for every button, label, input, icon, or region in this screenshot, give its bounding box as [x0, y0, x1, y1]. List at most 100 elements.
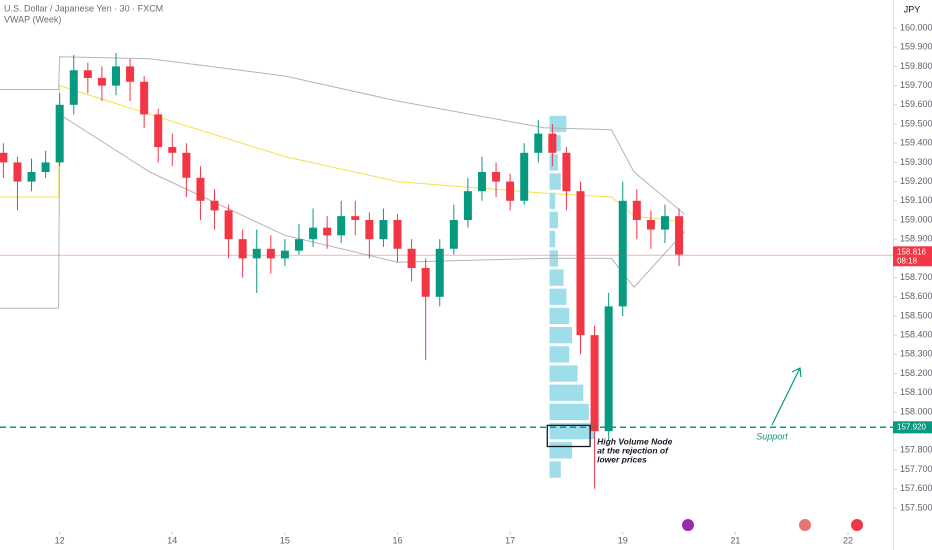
x-tick-label: 14 — [167, 535, 177, 545]
x-tick-label: 15 — [280, 535, 290, 545]
y-tick-label: 160.000 — [900, 22, 932, 32]
candle-body — [280, 250, 289, 259]
candle-body — [421, 267, 430, 297]
indicator-line — [0, 56, 686, 215]
hvn-box — [546, 424, 591, 448]
symbol-title: U.S. Dollar / Japanese Yen · 30 · FXCM — [4, 3, 163, 13]
hvn-annotation: lower prices — [597, 455, 647, 465]
candle-body — [69, 70, 78, 105]
volume-profile-bar — [549, 154, 558, 171]
volume-profile-bar — [549, 173, 561, 190]
candle-body — [168, 147, 177, 153]
volume-profile-bar — [549, 307, 570, 325]
candle-body — [618, 200, 627, 307]
support-text: Support — [756, 432, 788, 442]
candle-body — [590, 335, 599, 432]
candle-body — [492, 171, 501, 182]
candle-body — [97, 77, 106, 86]
candle-body — [407, 248, 416, 268]
event-icons — [682, 519, 863, 531]
y-tick-label: 157.500 — [900, 502, 932, 512]
volume-profile-bar — [549, 211, 558, 229]
volume-profile-bar — [549, 461, 561, 478]
candle-body — [520, 152, 529, 201]
indicator-name: VWAP (Week) — [4, 14, 61, 24]
volume-profile-bar — [549, 231, 556, 248]
x-tick-label: 16 — [393, 535, 403, 545]
volume-profile-bar — [549, 442, 573, 459]
candle-body — [675, 216, 684, 255]
x-tick-label: 21 — [730, 535, 740, 545]
y-tick-label: 157.800 — [900, 445, 932, 455]
support-price-label: 157.920 — [897, 422, 926, 431]
candle-body — [449, 219, 458, 249]
y-tick-label: 159.100 — [900, 195, 932, 205]
x-tick-label: 19 — [618, 535, 628, 545]
candle-body — [266, 248, 275, 259]
y-tick-label: 159.900 — [900, 42, 932, 52]
candle-body — [351, 216, 360, 220]
candle-body — [323, 227, 332, 236]
candle-body — [224, 210, 233, 240]
y-tick-label: 159.700 — [900, 80, 932, 90]
candle-body — [393, 219, 402, 249]
candle-body — [379, 219, 388, 240]
currency-label: JPY — [904, 4, 921, 14]
candle-body — [477, 171, 486, 192]
y-tick-label: 159.000 — [900, 214, 932, 224]
event-icon — [799, 519, 811, 531]
candle-body — [576, 191, 585, 336]
y-tick-label: 158.100 — [900, 387, 932, 397]
event-icon — [851, 519, 863, 531]
candle-body — [55, 104, 64, 163]
candle-body — [252, 248, 261, 259]
event-icon — [682, 519, 694, 531]
y-tick-label: 159.800 — [900, 61, 932, 71]
candle-body — [660, 216, 669, 230]
x-tick-label: 17 — [505, 535, 515, 545]
volume-profile-bar — [549, 327, 573, 344]
candle-body — [604, 306, 613, 432]
y-tick-label: 158.000 — [900, 406, 932, 416]
y-tick-label: 159.400 — [900, 138, 932, 148]
candle-body — [548, 133, 557, 153]
y-tick-label: 157.700 — [900, 464, 932, 474]
candle-body — [506, 181, 515, 201]
support-arrow — [771, 367, 802, 426]
y-tick-label: 159.500 — [900, 118, 932, 128]
candle-body — [562, 152, 571, 192]
support-tag — [893, 421, 932, 434]
volume-profile-bar — [549, 192, 556, 209]
candle-body — [337, 216, 346, 236]
candle-body — [196, 177, 205, 201]
candle-body — [140, 81, 149, 115]
volume-profile-bar — [549, 365, 578, 382]
x-tick-label: 22 — [843, 535, 853, 545]
y-tick-label: 159.300 — [900, 157, 932, 167]
candle-body — [534, 133, 543, 153]
y-tick-label: 158.300 — [900, 349, 932, 359]
candle-body — [154, 114, 163, 148]
y-tick-label: 158.500 — [900, 310, 932, 320]
y-tick-label: 157.600 — [900, 483, 932, 493]
candle-body — [646, 219, 655, 230]
candle-body — [435, 248, 444, 297]
candle-body — [309, 227, 318, 240]
y-tick-label: 158.600 — [900, 291, 932, 301]
candle-body — [126, 66, 135, 82]
hvn-annotation: at the rejection of — [597, 446, 669, 456]
candle-body — [0, 152, 8, 163]
candle-body — [365, 219, 374, 240]
volume-profile-bar — [549, 288, 567, 305]
volume-profile-bar — [549, 346, 570, 363]
volume-profile-bar — [549, 384, 584, 401]
hvn-annotation: High Volume Node — [597, 437, 673, 447]
candle-body — [294, 239, 303, 251]
countdown-label: 08:18 — [897, 256, 918, 265]
candle-body — [83, 70, 92, 78]
candle-body — [210, 200, 219, 211]
volume-profile-bar — [549, 403, 589, 421]
candle-body — [463, 191, 472, 220]
